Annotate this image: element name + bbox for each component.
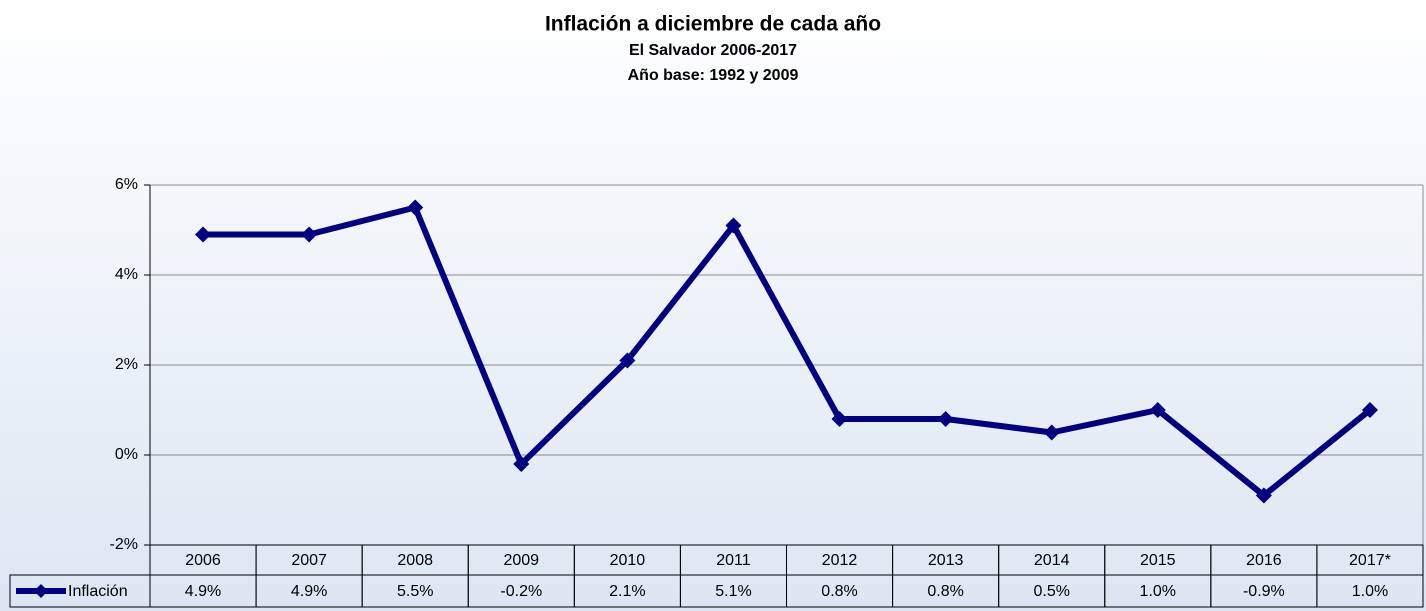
- legend-label: Inflación: [68, 583, 128, 600]
- legend-marker: [34, 584, 48, 598]
- marker: [513, 456, 530, 472]
- y-tick-label: 6%: [115, 176, 138, 193]
- data-label: 0.8%: [821, 583, 857, 600]
- x-tick-label: 2007: [291, 552, 327, 569]
- data-label: -0.9%: [1243, 583, 1285, 600]
- y-tick-label: 2%: [115, 356, 138, 373]
- x-tick-label: 2016: [1246, 552, 1282, 569]
- y-tick-label: -2%: [110, 536, 138, 553]
- chart-title: Inflación a diciembre de cada año: [545, 13, 881, 36]
- marker: [937, 411, 954, 427]
- y-tick-label: 4%: [115, 266, 138, 283]
- marker: [1043, 424, 1060, 441]
- marker: [407, 199, 424, 216]
- x-tick-label: 2006: [185, 552, 221, 569]
- x-tick-label: 2017*: [1349, 552, 1391, 569]
- line-series: [203, 204, 1372, 499]
- marker: [619, 352, 636, 369]
- marker: [1361, 402, 1378, 418]
- x-tick-label: 2013: [928, 552, 964, 569]
- marker: [831, 411, 848, 427]
- x-tick-label: 2009: [503, 552, 539, 569]
- x-tick-label: 2014: [1034, 552, 1070, 569]
- table-cell: [1316, 574, 1424, 608]
- marker: [725, 217, 742, 234]
- chart-subtitle: Año base: 1992 y 2009: [628, 67, 799, 84]
- x-tick-label: 2008: [397, 552, 433, 569]
- data-label: 5.5%: [397, 583, 433, 600]
- x-tick-label: 2015: [1140, 552, 1176, 569]
- data-label: 4.9%: [291, 583, 327, 600]
- x-tick-label: 2011: [716, 552, 751, 569]
- data-label: -0.2%: [500, 583, 542, 600]
- data-label: 1.0%: [1352, 583, 1388, 600]
- data-label: 2.1%: [609, 583, 645, 600]
- marker: [1149, 402, 1166, 418]
- marker: [1255, 487, 1272, 504]
- marker: [301, 226, 318, 243]
- marker: [195, 226, 212, 243]
- data-label: 0.5%: [1033, 583, 1069, 600]
- data-label: 1.0%: [1140, 583, 1176, 600]
- data-label: 5.1%: [715, 583, 751, 600]
- data-label: 4.9%: [185, 583, 221, 600]
- y-tick-label: 0%: [115, 446, 138, 463]
- data-label: 0.8%: [927, 583, 963, 600]
- x-tick-label: 2012: [822, 552, 858, 569]
- x-tick-label: 2010: [610, 552, 646, 569]
- chart-subtitle: El Salvador 2006-2017: [629, 42, 797, 59]
